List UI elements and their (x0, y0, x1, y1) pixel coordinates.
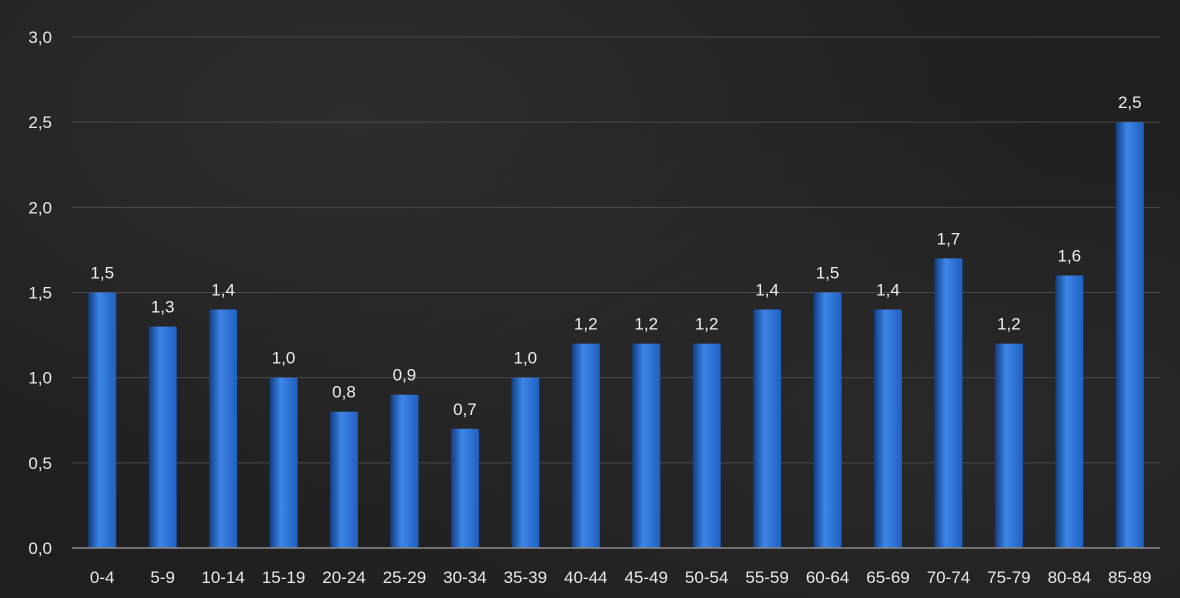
data-label: 1,4 (755, 281, 779, 300)
bar (1055, 275, 1084, 548)
y-tick-label: 3,0 (28, 28, 52, 47)
x-category-label: 80-84 (1048, 568, 1091, 587)
data-label: 0,9 (393, 366, 417, 385)
x-category-label: 0-4 (90, 568, 115, 587)
x-category-label: 20-24 (322, 568, 365, 587)
y-axis-ticks: 0,0 0,5 1,0 1,5 2,0 2,5 3,0 (28, 28, 52, 558)
bar (330, 411, 358, 548)
data-label: 1,5 (816, 264, 840, 283)
y-tick-label: 2,5 (28, 113, 52, 132)
x-category-label: 70-74 (927, 568, 970, 587)
data-label: 0,7 (453, 400, 477, 419)
data-label: 2,5 (1118, 93, 1142, 112)
bar (874, 309, 902, 548)
data-label: 1,2 (634, 315, 658, 334)
x-category-label: 30-34 (443, 568, 486, 587)
bar (450, 428, 479, 548)
grid-layer (72, 36, 1160, 464)
bar (1115, 122, 1144, 549)
data-label: 1,3 (151, 298, 175, 317)
y-tick-label: 1,0 (28, 369, 52, 388)
bar (692, 343, 721, 548)
bar (753, 309, 782, 548)
data-label: 1,5 (90, 264, 114, 283)
x-category-label: 25-29 (383, 568, 426, 587)
bar (511, 377, 540, 548)
bars (88, 122, 1144, 549)
x-category-label: 75-79 (987, 568, 1030, 587)
data-label: 1,2 (574, 315, 598, 334)
x-category-label: 45-49 (624, 568, 667, 587)
bar (390, 394, 419, 548)
data-label: 1,7 (937, 229, 961, 248)
data-label: 1,0 (272, 349, 296, 368)
bar (209, 309, 238, 548)
data-label: 0,8 (332, 383, 356, 402)
y-tick-label: 0,0 (28, 539, 52, 558)
x-category-label: 5-9 (150, 568, 175, 587)
bar (994, 343, 1023, 548)
data-label: 1,4 (211, 281, 235, 300)
data-labels: 1,5 1,3 1,4 1,0 0,8 0,9 0,7 1,0 1,2 1,2 1,2 1,4 1,5 1… (90, 93, 1141, 419)
bar (88, 292, 117, 548)
data-label: 1,2 (997, 315, 1021, 334)
bar (269, 377, 298, 548)
bar (934, 258, 963, 548)
x-category-label: 60-64 (806, 568, 849, 587)
data-label: 1,0 (514, 349, 538, 368)
y-tick-label: 0,5 (28, 454, 52, 473)
x-category-label: 10-14 (201, 568, 244, 587)
y-tick-label: 1,5 (28, 284, 52, 303)
y-tick-label: 2,0 (28, 198, 52, 217)
bar (148, 326, 177, 548)
data-label: 1,2 (695, 315, 719, 334)
x-category-label: 50-54 (685, 568, 728, 587)
x-category-label: 85-89 (1108, 568, 1151, 587)
bar (813, 292, 842, 548)
data-label: 1,4 (876, 281, 900, 300)
x-axis-categories: 0-4 5-9 10-14 15-19 20-24 25-29 30-34 35-39 40-4… (90, 568, 1152, 587)
x-category-label: 35-39 (504, 568, 547, 587)
bar (571, 343, 600, 548)
x-category-label: 65-69 (866, 568, 909, 587)
bar (632, 343, 661, 548)
x-category-label: 15-19 (262, 568, 305, 587)
x-category-label: 55-59 (745, 568, 788, 587)
x-category-label: 40-44 (564, 568, 607, 587)
data-label: 1,6 (1058, 246, 1082, 265)
